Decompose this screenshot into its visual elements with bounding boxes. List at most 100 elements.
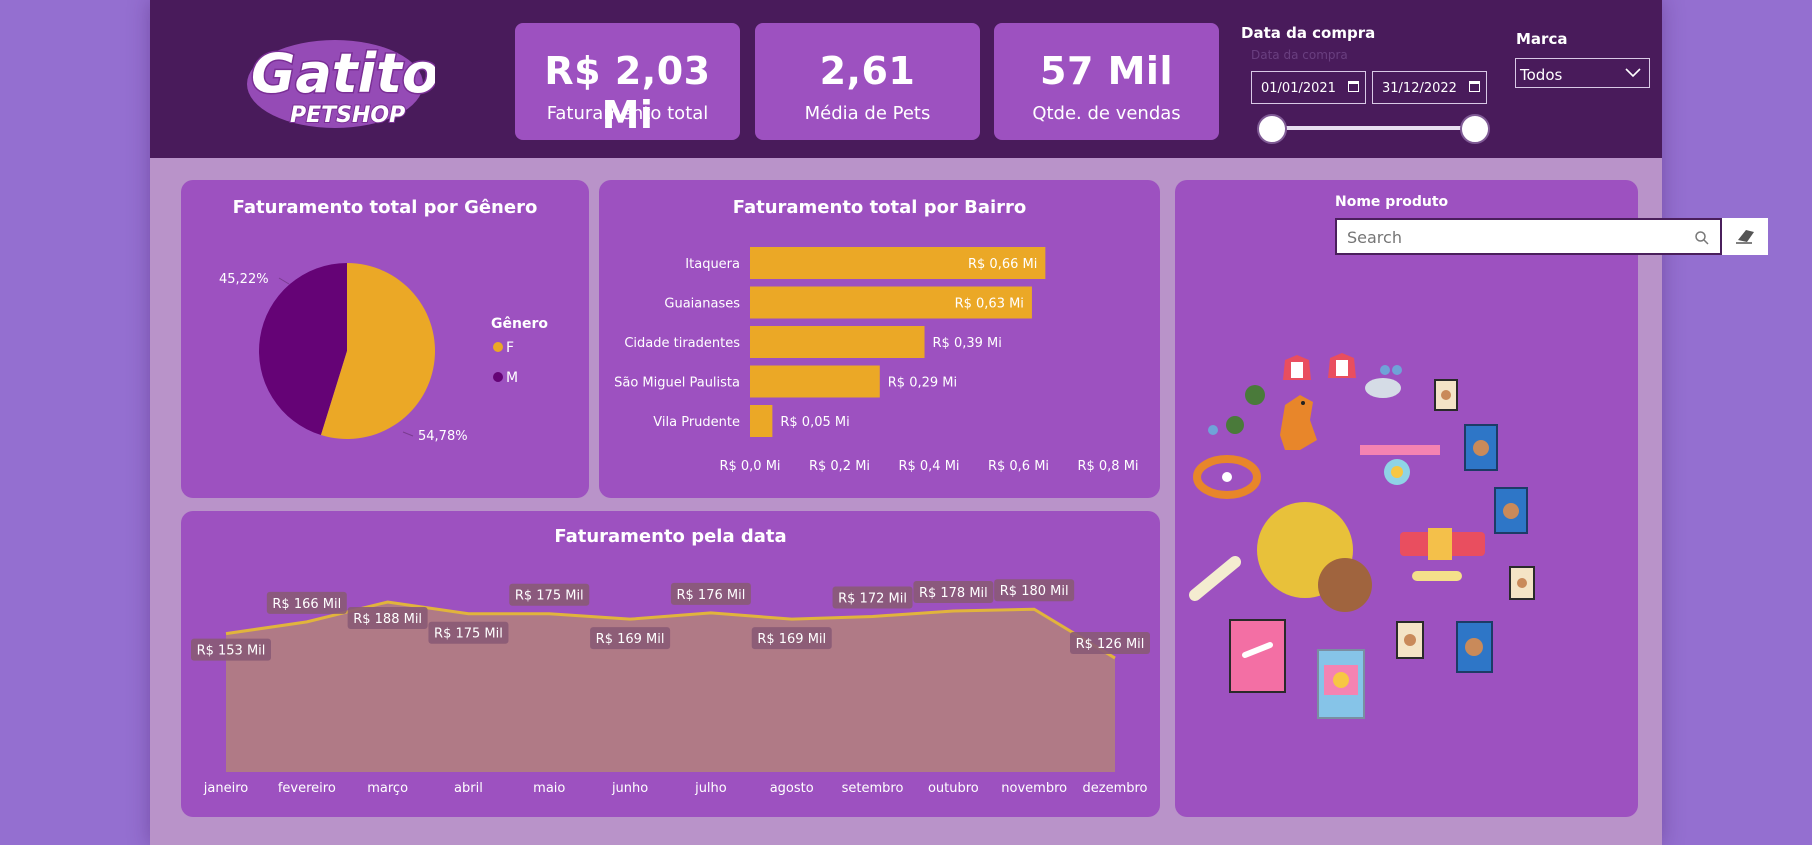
pie-slice-m[interactable] xyxy=(258,263,347,436)
end-date-input[interactable]: 31/12/2022 xyxy=(1372,71,1487,104)
treat-package-icon xyxy=(1229,619,1286,693)
treat-bag-icon xyxy=(1396,621,1424,659)
data-label-background xyxy=(832,586,913,609)
svg-text:R$ 180 Mil: R$ 180 Mil xyxy=(1000,584,1069,599)
bar-category-label: Guaianases xyxy=(664,297,740,312)
kpi-value: 2,61 xyxy=(819,49,916,93)
svg-text:R$ 176 Mil: R$ 176 Mil xyxy=(676,588,745,603)
chevron-down-icon xyxy=(1625,68,1641,78)
svg-text:R$ 175 Mil: R$ 175 Mil xyxy=(434,627,503,642)
dog-icon xyxy=(1280,395,1317,450)
x-tick-label: junho xyxy=(611,781,648,796)
brand-dropdown[interactable]: Todos xyxy=(1515,58,1650,88)
start-date-value: 01/01/2021 xyxy=(1261,81,1336,96)
eraser-icon xyxy=(1736,230,1754,244)
page-background-right xyxy=(1662,0,1812,845)
cat-food-bag-icon xyxy=(1464,424,1498,471)
data-label-background xyxy=(1070,632,1150,655)
svg-text:R$ 178 Mil: R$ 178 Mil xyxy=(919,586,988,601)
area-data-label: R$ 188 Mil xyxy=(347,606,428,629)
bar[interactable] xyxy=(750,247,1046,279)
kpi-value: 57 Mil xyxy=(1040,49,1173,93)
bar[interactable] xyxy=(750,286,1032,319)
bar-category-label: Itaquera xyxy=(685,257,740,272)
bone-collar-icon xyxy=(1400,528,1485,581)
kpi-card-media-pets: 2,61 Média de Pets xyxy=(755,23,980,140)
pet-products-illustration xyxy=(1189,353,1535,719)
legend-label-m: M xyxy=(506,370,518,386)
x-tick-label: janeiro xyxy=(203,781,248,796)
x-tick-label: março xyxy=(367,781,408,796)
bar-data-label: R$ 0,29 Mi xyxy=(888,376,957,391)
bar-chart-title: Faturamento total por Bairro xyxy=(732,197,1027,218)
kpi-label: Média de Pets xyxy=(804,103,931,124)
logo-sub-text: PETSHOP xyxy=(290,103,405,128)
kpi-label: Faturamento total xyxy=(546,103,709,124)
search-icon[interactable] xyxy=(1694,230,1710,246)
legend-dot-f xyxy=(493,342,503,352)
area-data-label: R$ 153 Mil xyxy=(191,638,271,661)
x-tick-label: novembro xyxy=(1001,781,1067,796)
date-range-end-handle[interactable] xyxy=(1460,114,1490,144)
data-label-background xyxy=(347,606,428,629)
end-date-value: 31/12/2022 xyxy=(1382,81,1457,96)
bar-chart: Itaquera R$ 0,66 Mi Guaianases R$ 0,63 Mi Ci… xyxy=(614,247,1139,474)
x-tick-label: setembro xyxy=(842,781,904,796)
x-tick-label: R$ 0,2 Mi xyxy=(809,459,870,474)
leash-icon xyxy=(1193,455,1261,499)
svg-text:R$ 175 Mil: R$ 175 Mil xyxy=(515,589,584,604)
date-slicer-title: Data da compra xyxy=(1241,24,1376,42)
bone-icon xyxy=(1189,556,1241,601)
svg-text:R$ 153 Mil: R$ 153 Mil xyxy=(197,644,266,659)
search-input[interactable] xyxy=(1347,228,1677,247)
collar-icon xyxy=(1360,445,1440,485)
calendar-icon[interactable] xyxy=(1348,81,1359,92)
treat-bag-icon xyxy=(1509,566,1535,600)
x-tick-label: outubro xyxy=(928,781,979,796)
bar[interactable] xyxy=(750,326,925,358)
x-tick-label: maio xyxy=(533,781,565,796)
date-range-slider-track[interactable] xyxy=(1274,126,1474,130)
legend-dot-m xyxy=(493,372,503,382)
brand-dropdown-value: Todos xyxy=(1520,66,1563,84)
coat-icon xyxy=(1328,353,1356,378)
clear-selection-button[interactable] xyxy=(1722,218,1768,255)
food-can-icon xyxy=(1317,649,1365,719)
treat-bag-icon xyxy=(1434,379,1458,411)
svg-text:R$ 188 Mil: R$ 188 Mil xyxy=(353,612,422,627)
legend-label-f: F xyxy=(506,340,514,356)
logo-main-text: Gatito xyxy=(251,42,435,105)
kpi-card-qtde-vendas: 57 Mil Qtde. de vendas xyxy=(994,23,1219,140)
area-data-label: R$ 169 Mil xyxy=(751,627,832,650)
area-line xyxy=(225,600,1116,660)
bird-toy-icon xyxy=(1208,385,1265,435)
bar[interactable] xyxy=(750,405,773,437)
area-panel: Faturamento pela data R$ 153 Mil R$ 166 M… xyxy=(181,511,1160,817)
kpi-card-faturamento: R$ 2,03 Mi Faturamento total xyxy=(515,23,740,140)
date-slicer-ghost-label: Data da compra xyxy=(1251,48,1348,62)
kpi-value: R$ 2,03 Mi xyxy=(544,49,711,137)
x-tick-label: R$ 0,0 Mi xyxy=(719,459,780,474)
x-tick-label: julho xyxy=(694,781,727,796)
svg-text:R$ 166 Mil: R$ 166 Mil xyxy=(272,597,341,612)
pie-slice-f[interactable] xyxy=(320,263,435,439)
area-data-label: R$ 175 Mil xyxy=(509,583,590,606)
ball-toy-icon xyxy=(1257,502,1372,612)
date-range-start-handle[interactable] xyxy=(1257,114,1287,144)
calendar-icon[interactable] xyxy=(1469,81,1480,92)
area-data-label: R$ 126 Mil xyxy=(1070,632,1150,655)
pie-label-f: 54,78% xyxy=(418,429,468,444)
data-label-background xyxy=(670,582,751,605)
brand-slicer-title: Marca xyxy=(1516,30,1568,48)
product-search-box[interactable] xyxy=(1335,218,1722,255)
cat-food-bag-icon xyxy=(1456,621,1493,673)
bar-category-label: São Miguel Paulista xyxy=(614,376,740,391)
data-label-background xyxy=(913,581,994,604)
x-tick-label: R$ 0,6 Mi xyxy=(988,459,1049,474)
bar[interactable] xyxy=(750,365,880,398)
report-canvas: Gatito PETSHOP R$ 2,03 Mi Faturamento to… xyxy=(150,0,1768,845)
bar-category-label: Vila Prudente xyxy=(653,415,740,430)
start-date-input[interactable]: 01/01/2021 xyxy=(1251,71,1366,104)
data-label-background xyxy=(266,591,347,614)
mouse-toy-icon xyxy=(1365,365,1402,398)
